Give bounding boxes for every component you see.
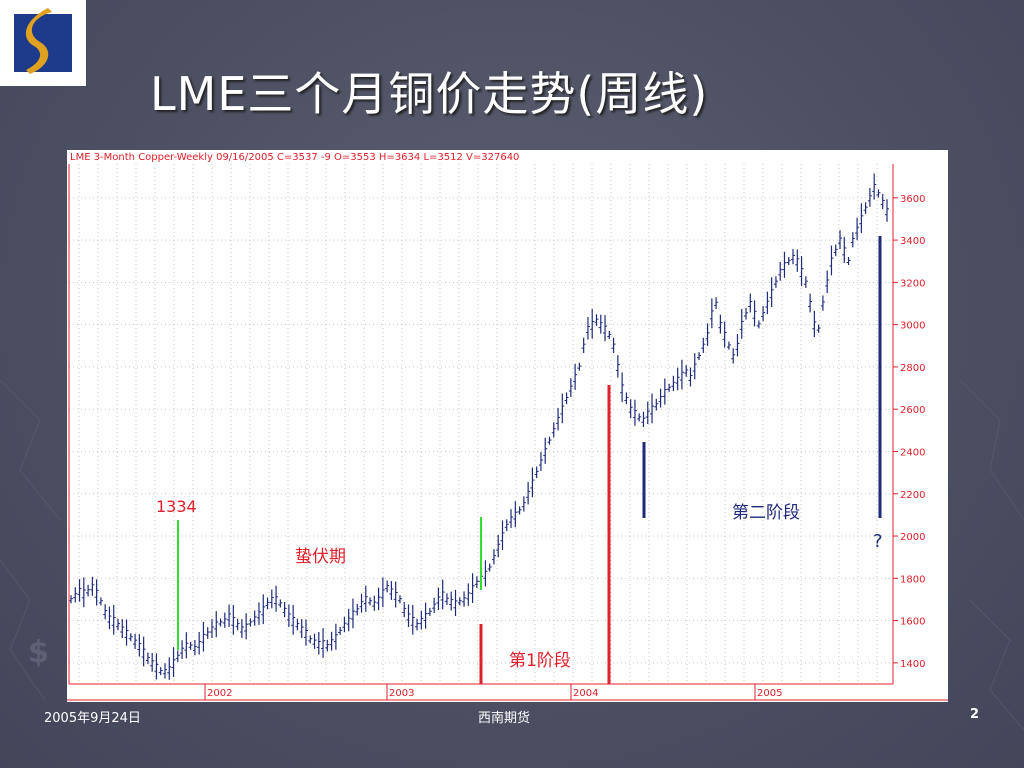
chart-grid (69, 164, 893, 684)
y-tick-label: 1600 (900, 617, 925, 628)
x-tick-label: 2005 (757, 688, 782, 699)
company-logo (0, 0, 86, 86)
footer-date: 2005年9月24日 (44, 711, 141, 726)
copper-price-chart: 1334 蛰伏期第1阶段 第二阶段? 1400 1600 1800 2000 2200 240… (67, 150, 948, 702)
chart-header: LME 3-Month Copper-Weekly 09/16/2005 C=3… (70, 152, 519, 163)
annotation-dormant-period: 蛰伏期 (295, 547, 346, 567)
chart-axes: 1400 1600 1800 2000 2200 2400 2600 2800 3000 3200… (67, 164, 948, 701)
page-number: 2 (970, 707, 980, 722)
y-tick-label: 2000 (900, 532, 925, 543)
y-tick-label: 2400 (900, 447, 925, 458)
x-tick-label: 2002 (207, 688, 232, 699)
annotation-question: ? (873, 531, 883, 552)
y-tick-label: 3000 (900, 321, 925, 332)
annotation-stage-2: 第二阶段 (732, 503, 800, 523)
y-tick-label: 3400 (900, 236, 925, 247)
x-tick-label: 2004 (573, 688, 598, 699)
x-tick-label: 2003 (389, 688, 414, 699)
slide-title: LME三个月铜价走势(周线) (150, 67, 709, 121)
y-tick-label: 1800 (900, 574, 925, 585)
y-tick-label: 2800 (900, 363, 925, 374)
y-tick-label: 3200 (900, 278, 925, 289)
annotation-low-value: 1334 (156, 497, 197, 516)
y-tick-label: 2200 (900, 490, 925, 501)
y-tick-label: 2600 (900, 405, 925, 416)
svg-text:$: $ (28, 635, 49, 670)
price-series (69, 173, 889, 680)
company-logo-icon (14, 8, 72, 74)
footer-company: 西南期货 (478, 711, 531, 726)
y-tick-label: 3600 (900, 194, 925, 205)
y-tick-label: 1400 (900, 659, 925, 670)
annotation-stage-1: 第1阶段 (509, 651, 571, 671)
